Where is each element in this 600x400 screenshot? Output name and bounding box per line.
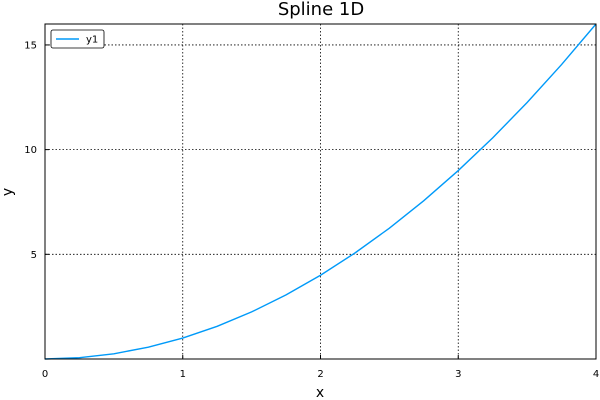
y-axis-label: y xyxy=(0,188,16,196)
series-line-y1 xyxy=(44,23,597,360)
x-tick-label: 4 xyxy=(593,369,599,380)
x-tick-label: 1 xyxy=(180,369,186,380)
x-tick-label: 0 xyxy=(42,369,48,380)
series-layer xyxy=(44,23,597,360)
y-tick-label: 15 xyxy=(24,40,37,51)
chart-title: Spline 1D xyxy=(278,0,364,20)
ticks: 0 1 2 3 4 5 10 15 xyxy=(24,40,599,380)
y-tick-label: 10 xyxy=(24,145,37,156)
x-tick-label: 3 xyxy=(455,369,461,380)
y-tick-label: 5 xyxy=(31,250,37,261)
x-tick-label: 2 xyxy=(317,369,323,380)
grid xyxy=(45,24,596,359)
x-axis-label: x xyxy=(316,385,324,400)
legend-label: y1 xyxy=(86,35,98,46)
legend: y1 xyxy=(50,29,105,49)
